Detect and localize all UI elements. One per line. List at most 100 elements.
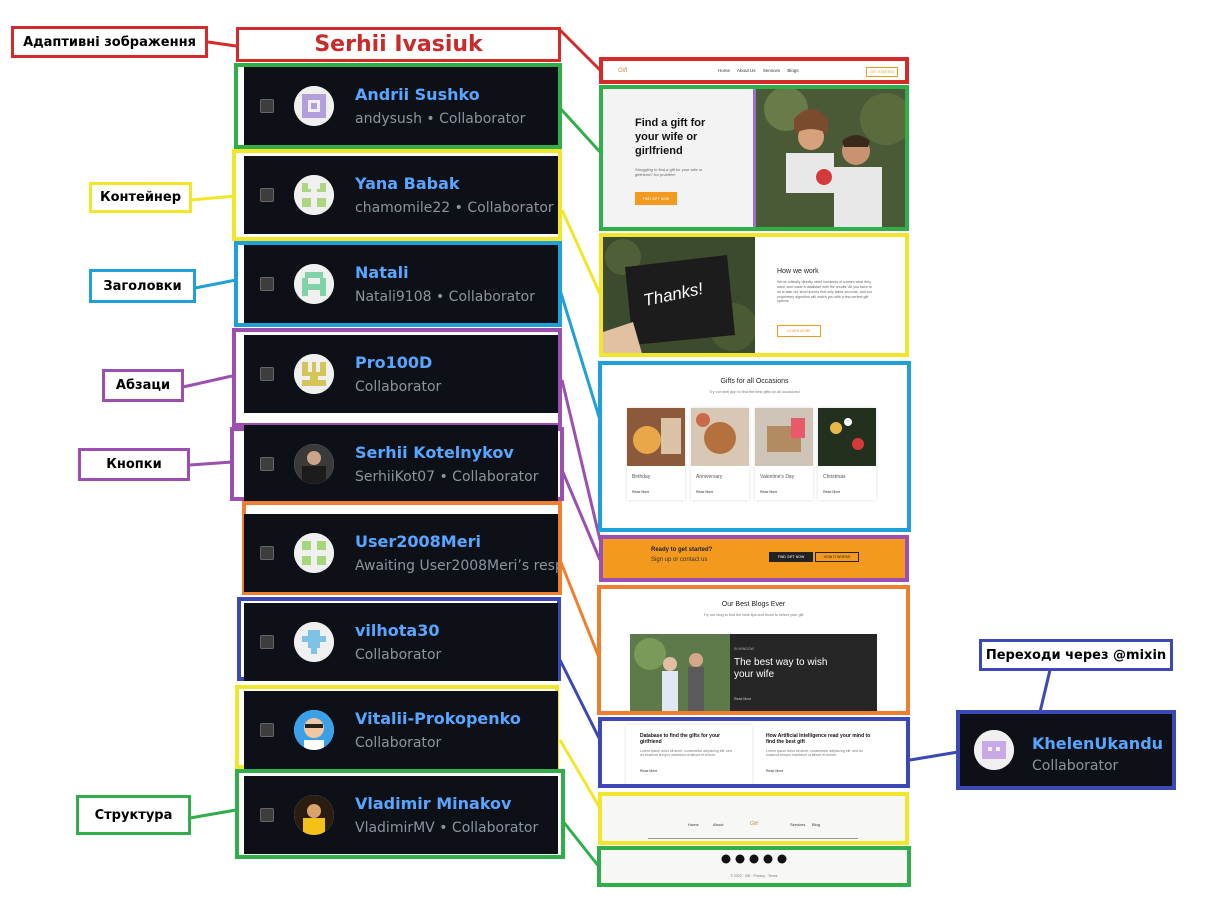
cta-how-it-works-button[interactable]: HOW IT WORKS (815, 552, 859, 562)
collaborator-name[interactable]: KhelenUkandu (1032, 734, 1164, 753)
select-checkbox[interactable] (260, 635, 274, 649)
instagram-icon[interactable] (749, 854, 759, 864)
label-structure: Структура (76, 795, 191, 835)
occasion-label: Christmas (823, 474, 846, 480)
select-checkbox[interactable] (260, 723, 274, 737)
occasion-card[interactable]: Christmas Read More (818, 408, 876, 500)
site-hero: Find a gift for your wife or girlfriend … (599, 85, 909, 231)
avatar (294, 264, 334, 304)
article-text: Lorem ipsum dolor sit amet, consectetur … (640, 749, 732, 757)
occasion-card[interactable]: Valentine's Day Read More (755, 408, 813, 500)
cta-find-gift-button[interactable]: FIND GIFT NOW (769, 552, 813, 562)
read-more-link[interactable]: Read More (760, 490, 778, 494)
collaborator-name[interactable]: Vitalii-Prokopenko (355, 709, 521, 728)
footer-home[interactable]: Home (688, 822, 699, 827)
select-checkbox[interactable] (260, 188, 274, 202)
site-blogs: Our Best Blogs Ever Try our blog to find… (597, 585, 910, 715)
footer-blog[interactable]: Blog (812, 822, 821, 827)
read-more-link[interactable]: Read More (823, 490, 841, 494)
connector-green-1 (558, 106, 602, 154)
mixin-collaborator-row[interactable]: KhelenUkandu Collaborator (960, 714, 1172, 786)
occasion-label: Birthday (632, 474, 651, 480)
how-learn-more-button[interactable]: LEARN MORE (777, 325, 821, 337)
select-checkbox[interactable] (260, 457, 274, 471)
collaborator-name[interactable]: User2008Meri (355, 532, 481, 551)
collaborator-name[interactable]: Serhii Kotelnykov (355, 443, 514, 462)
label-container: Контейнер (89, 182, 192, 213)
occasion-card[interactable]: Anniversary Read More (691, 408, 749, 500)
nav-home[interactable]: Home (718, 68, 731, 73)
nav-about[interactable]: About Us (737, 68, 756, 73)
avatar (294, 533, 334, 573)
hero-heading: Find a gift for your wife or girlfriend (635, 117, 706, 157)
hero-button[interactable]: FIND GIFT NOW (635, 192, 677, 205)
collaborator-name[interactable]: vilhota30 (355, 621, 440, 640)
collaborator-name[interactable]: Pro100D (355, 353, 433, 372)
pinterest-icon[interactable] (777, 854, 787, 864)
avatar (294, 622, 334, 662)
collaborator-row[interactable]: Vladimir Minakov VladimirMV • Collaborat… (244, 776, 558, 854)
collaborator-name[interactable]: Andrii Sushko (355, 85, 480, 104)
footer-about[interactable]: About (713, 822, 724, 827)
connector-green-2 (560, 819, 602, 869)
avatar (294, 444, 334, 484)
connector-purple-1 (560, 379, 602, 541)
occasion-label: Valentine's Day (760, 474, 795, 480)
article-card[interactable]: How Artificial Intelligence read your mi… (754, 725, 890, 784)
collaborator-role: Awaiting User2008Meri’s response (355, 558, 558, 574)
collaborator-row[interactable]: Vitalii-Prokopenko Collaborator (244, 691, 558, 769)
collaborator-role: Collaborator (355, 647, 442, 663)
collaborator-row[interactable]: vilhota30 Collaborator (244, 603, 558, 681)
read-more-link[interactable]: Read More (696, 490, 714, 494)
collaborator-row[interactable]: Yana Babak chamomile22 • Collaborator (244, 156, 558, 234)
article-card[interactable]: Database to find the gifts for your girl… (626, 725, 752, 784)
cta-heading: Ready to get started? (651, 547, 713, 553)
nav-get-started-button[interactable]: GET STARTED (866, 67, 899, 77)
avatar (294, 354, 334, 394)
site-footer-nav: Home About Gift Services Blog (598, 792, 909, 845)
collaborator-name[interactable]: Yana Babak (355, 174, 460, 193)
connector-navy-label (1038, 669, 1052, 713)
read-more-link[interactable]: Read More (632, 490, 650, 494)
connector-orange (558, 559, 602, 661)
collaborator-row[interactable]: Natali Natali9108 • Collaborator (244, 245, 558, 323)
blog-read-more[interactable]: Read More (734, 697, 752, 701)
select-checkbox[interactable] (260, 367, 274, 381)
connector-blue-label (194, 278, 237, 290)
select-checkbox[interactable] (260, 546, 274, 560)
collaborator-row[interactable]: User2008Meri Awaiting User2008Meri’s res… (244, 514, 558, 592)
select-checkbox[interactable] (260, 277, 274, 291)
label-mixin-transitions: Переходи через @mixin (979, 639, 1173, 671)
collaborator-name[interactable]: Vladimir Minakov (355, 794, 512, 813)
row-border-yellow (232, 149, 562, 241)
connector-purple-label-2 (189, 460, 233, 467)
collaborator-role: SerhiiKot07 • Collaborator (355, 469, 539, 485)
collaborator-row[interactable]: Serhii Kotelnykov SerhiiKot07 • Collabor… (244, 425, 558, 503)
select-checkbox[interactable] (260, 808, 274, 822)
connector-navy-mixin (909, 750, 959, 762)
how-heading: How we work (777, 268, 819, 275)
connector-yellow-2 (558, 739, 602, 809)
hero-photo (753, 89, 905, 227)
select-checkbox[interactable] (260, 99, 274, 113)
mixin-row-border (956, 710, 1176, 790)
blog-feature-title: The best way to wish your wife (734, 657, 828, 680)
collaborator-row[interactable]: Andrii Sushko andysush • Collaborator (244, 67, 558, 145)
blog-category: IN WINDOW (734, 647, 754, 651)
nav-blogs[interactable]: Blogs (787, 68, 799, 73)
facebook-icon[interactable] (721, 854, 731, 864)
connector-blue-1 (558, 289, 602, 421)
article-link[interactable]: Read More (640, 769, 658, 773)
footer-divider (648, 838, 858, 839)
site-how-we-work: Thanks! How we work We've critically dir… (599, 233, 909, 357)
footer-services[interactable]: Services (790, 822, 806, 827)
avatar (294, 710, 334, 750)
collaborator-row[interactable]: Pro100D Collaborator (244, 335, 558, 413)
youtube-icon[interactable] (763, 854, 773, 864)
article-link[interactable]: Read More (766, 769, 784, 773)
nav-services[interactable]: Services (762, 68, 781, 73)
collaborator-name[interactable]: Natali (355, 263, 409, 282)
occasion-card[interactable]: Birthday Read More (627, 408, 685, 500)
twitter-icon[interactable] (735, 854, 745, 864)
page-title: Serhii Ivasiuk (236, 27, 561, 62)
